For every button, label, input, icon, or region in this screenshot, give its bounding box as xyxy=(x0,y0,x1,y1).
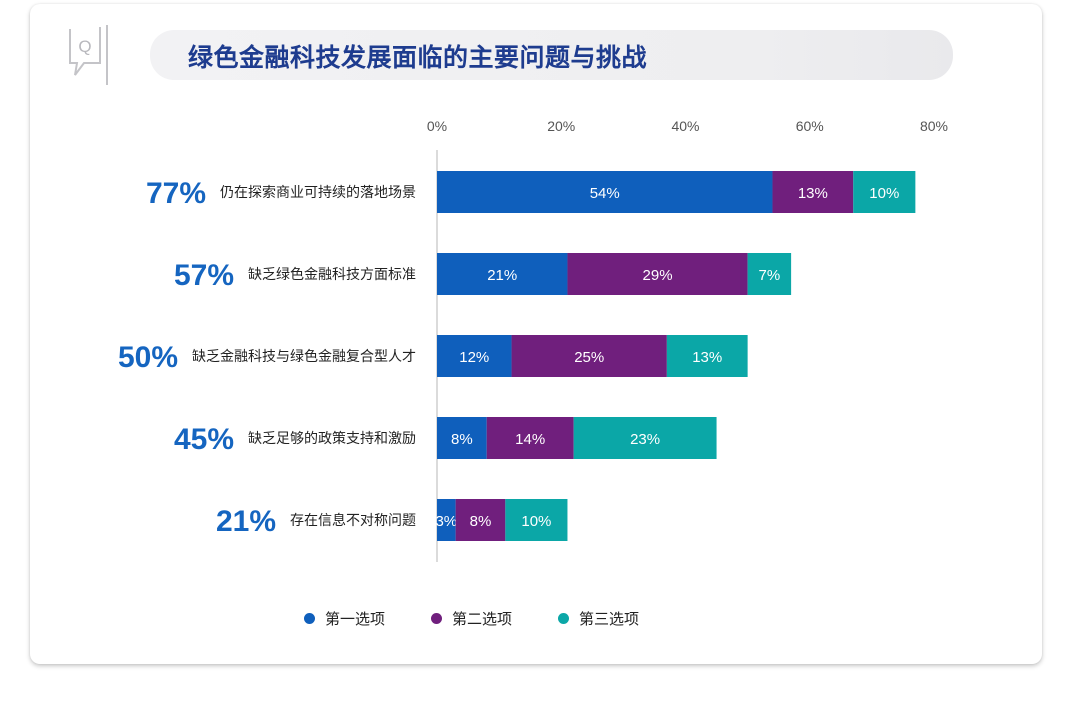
bar-segment xyxy=(437,253,568,295)
legend-dot-icon xyxy=(304,613,315,624)
legend-item: 第二选项 xyxy=(431,608,512,629)
stacked-bar-chart: 0% 20% 40% 60% 80% 仍在探索商业可持续的落地场景 77% 54% 13% 10%… xyxy=(118,118,948,562)
x-tick-label: 20% xyxy=(547,118,575,134)
data-label: 21% xyxy=(487,267,517,284)
bar-segment xyxy=(437,417,487,459)
bar-segment xyxy=(437,335,512,377)
legend-dot-icon xyxy=(431,613,443,624)
question-icon: Q xyxy=(69,25,108,85)
total-label: 45% xyxy=(174,423,234,456)
question-icon-label: Q xyxy=(78,37,91,56)
data-label: 8% xyxy=(451,431,473,448)
total-label: 77% xyxy=(146,177,206,210)
total-label: 50% xyxy=(118,341,178,374)
data-label: 54% xyxy=(590,185,620,202)
legend-dot-icon xyxy=(558,613,570,624)
category-label: 缺乏金融科技与绿色金融复合型人才 xyxy=(192,348,416,365)
legend-item: 第三选项 xyxy=(558,608,639,629)
bar-segment xyxy=(511,335,667,377)
data-label: 10% xyxy=(521,513,551,530)
data-label: 23% xyxy=(630,431,660,448)
bar-segment xyxy=(772,171,854,213)
data-label: 13% xyxy=(798,185,828,202)
category-label: 存在信息不对称问题 xyxy=(290,512,416,529)
bar-segment xyxy=(437,171,773,213)
data-label: 14% xyxy=(515,431,545,448)
data-label: 12% xyxy=(459,349,489,366)
data-label: 25% xyxy=(574,349,604,366)
category-label: 缺乏足够的政策支持和激励 xyxy=(248,430,416,447)
bar-segment xyxy=(573,417,717,459)
data-label: 13% xyxy=(692,349,722,366)
category-label: 仍在探索商业可持续的落地场景 xyxy=(220,184,416,201)
category-label: 缺乏绿色金融科技方面标准 xyxy=(248,266,416,283)
legend-item: 第一选项 xyxy=(304,608,385,629)
bar-segment xyxy=(505,499,568,541)
x-tick-label: 40% xyxy=(671,118,699,134)
x-tick-label: 80% xyxy=(920,118,948,134)
data-label: 7% xyxy=(759,267,781,284)
bar-segment xyxy=(567,253,748,295)
data-label: 8% xyxy=(470,513,492,530)
bar-segment xyxy=(486,417,574,459)
total-label: 57% xyxy=(174,259,234,292)
x-tick-label: 60% xyxy=(796,118,824,134)
total-label: 21% xyxy=(216,505,276,538)
bar-segment xyxy=(437,499,456,541)
bar-segment xyxy=(666,335,748,377)
title-bar xyxy=(150,30,953,80)
bar-segment xyxy=(747,253,792,295)
chart-card xyxy=(30,4,1042,664)
bar-segment xyxy=(455,499,506,541)
data-label: 3% xyxy=(435,513,457,530)
legend-label: 第一选项 xyxy=(325,610,386,628)
x-tick-label: 0% xyxy=(427,118,447,134)
legend-label: 第二选项 xyxy=(452,610,513,628)
chart-title: 绿色金融科技发展面临的主要问题与挑战 xyxy=(188,43,648,72)
legend: 第一选项 第二选项 第三选项 xyxy=(304,608,639,629)
bar-segment xyxy=(853,171,916,213)
data-label: 29% xyxy=(643,267,673,284)
legend-label: 第三选项 xyxy=(579,610,640,628)
data-label: 10% xyxy=(869,185,899,202)
